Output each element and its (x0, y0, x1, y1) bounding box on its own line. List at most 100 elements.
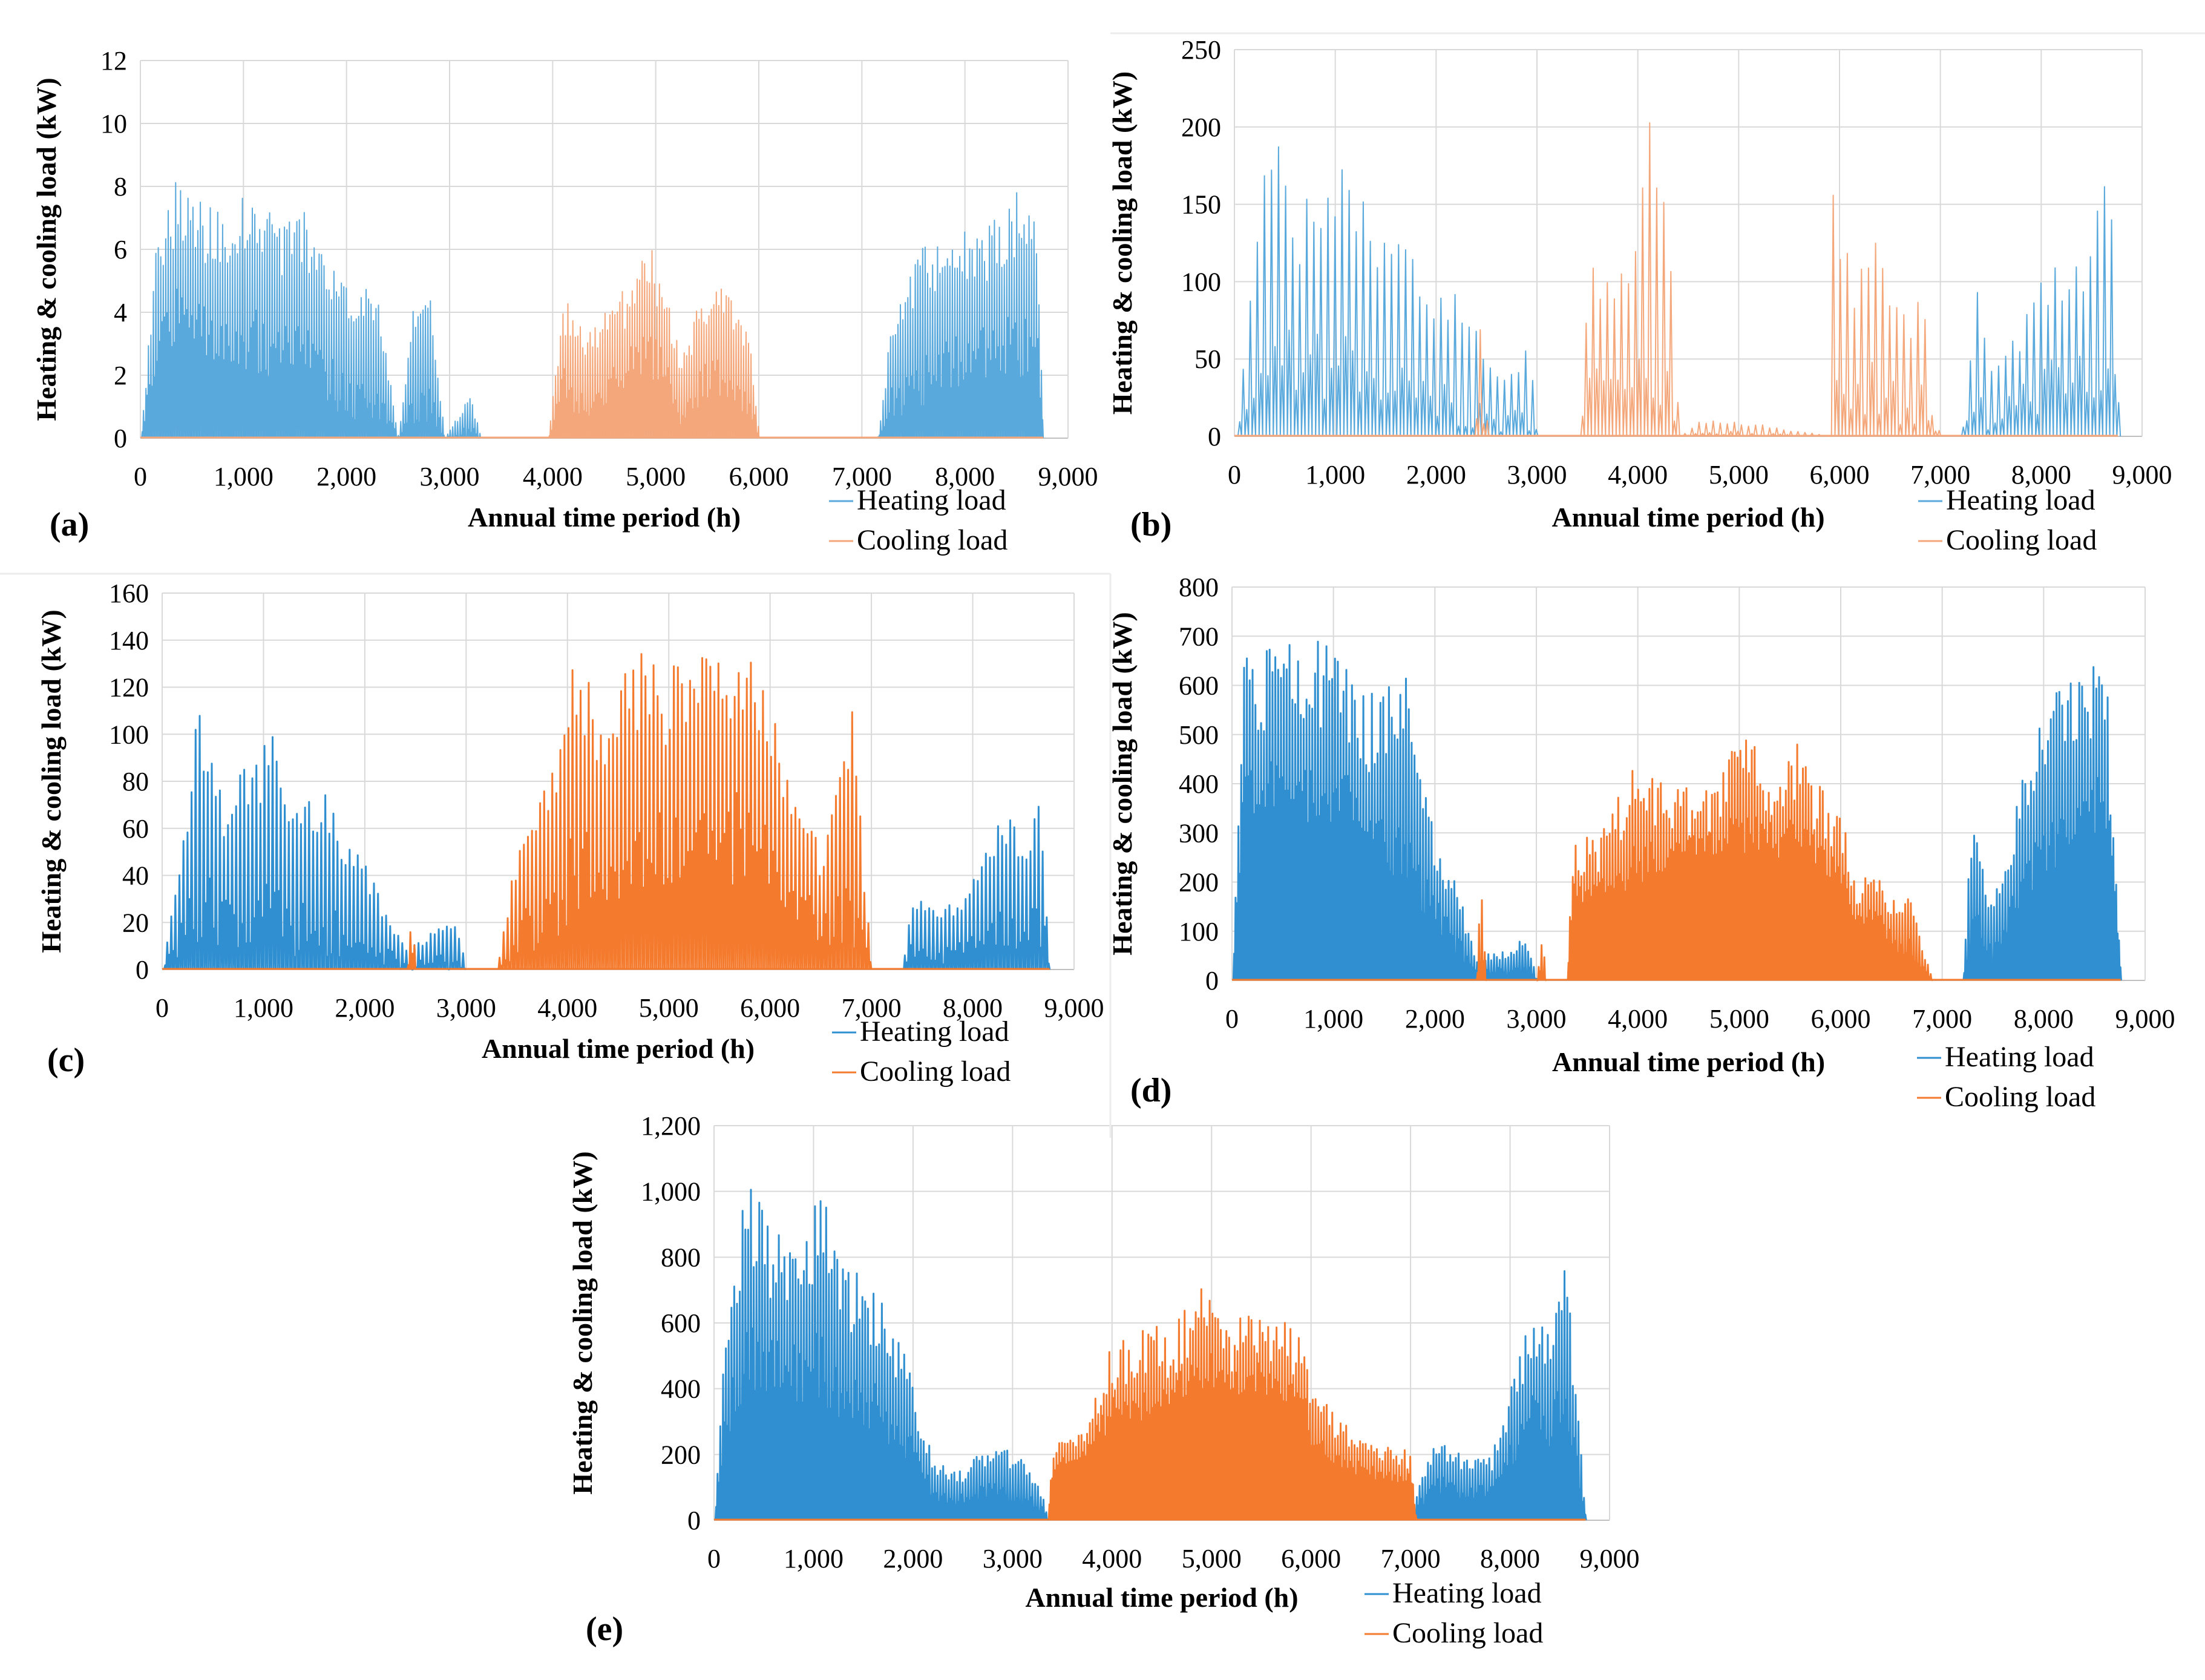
x-tick-label: 8,000 (2014, 1004, 2074, 1034)
chart-panel-e: 0 200 400 600 800 1,000 1,200 0 1,000 2,000 3,000 4… (567, 1111, 1640, 1649)
y-tick-label: 0 (687, 1506, 701, 1535)
x-tick-label: 1,000 (1305, 460, 1365, 490)
y-axis-title: Heating & cooling load (kW) (567, 1151, 598, 1494)
series-cooling-load (162, 653, 1050, 970)
x-tick-label: 5,000 (1182, 1544, 1242, 1573)
x-tick-label: 1,000 (1303, 1004, 1363, 1034)
y-tick-label: 150 (1181, 190, 1221, 220)
x-tick-label: 9,000 (1580, 1544, 1640, 1573)
panel-label: (a) (50, 506, 89, 543)
chart-panel-c: 0 20 40 60 80 100 120 140 160 0 1,000 2,000 3,000 4,0… (36, 579, 1104, 1088)
x-tick-label: 2,000 (316, 462, 376, 491)
y-tick-label: 2 (114, 361, 127, 390)
y-tick-label: 400 (1179, 769, 1219, 799)
x-tick-label: 0 (156, 993, 169, 1023)
y-tick-label: 0 (136, 955, 149, 985)
series-spikes (1476, 740, 1934, 982)
legend-label: Heating load (857, 484, 1006, 516)
y-tick-label: 800 (1179, 573, 1219, 602)
x-tick-label: 5,000 (626, 462, 686, 491)
x-tick-label: 2,000 (335, 993, 395, 1023)
y-tick-label: 40 (122, 861, 149, 891)
x-tick-label: 8,000 (943, 993, 1003, 1023)
series-spikes (1047, 1288, 1418, 1521)
series-cooling-load (140, 250, 1044, 439)
y-tick-label: 0 (1205, 966, 1219, 996)
y-tick-label: 140 (109, 626, 149, 655)
series-spikes (1474, 122, 1942, 437)
y-tick-label: 120 (109, 673, 149, 703)
legend-label: Heating load (1945, 1041, 2094, 1073)
x-tick-label: 3,000 (436, 993, 496, 1023)
series-cooling-load (1232, 740, 2121, 982)
x-axis-title: Annual time period (h) (482, 1033, 755, 1064)
x-tick-label: 9,000 (2112, 460, 2172, 490)
x-tick-label: 0 (707, 1544, 721, 1573)
x-tick-label: 9,000 (1038, 462, 1098, 491)
y-axis-title: Heating & cooling load (kW) (31, 77, 62, 421)
y-tick-label: 600 (661, 1308, 701, 1338)
x-tick-label: 8,000 (2011, 460, 2071, 490)
x-tick-label: 1,000 (214, 462, 274, 491)
legend-label: Heating load (860, 1016, 1009, 1048)
legend-label: Cooling load (860, 1055, 1011, 1088)
chart-panel-d: 0 100 200 300 400 500 600 700 800 0 1,000 2,000 3,00… (1107, 573, 2175, 1113)
y-tick-label: 160 (109, 579, 149, 608)
y-axis-title: Heating & cooling load (kW) (1107, 71, 1138, 415)
series-heating-load (1234, 146, 2121, 437)
y-tick-label: 500 (1179, 720, 1219, 750)
x-tick-label: 4,000 (537, 993, 597, 1023)
y-tick-label: 0 (1208, 422, 1221, 451)
x-tick-label: 6,000 (740, 993, 800, 1023)
y-tick-label: 20 (122, 908, 149, 937)
x-tick-label: 7,000 (1912, 1004, 1972, 1034)
y-tick-label: 4 (114, 298, 127, 327)
y-tick-label: 200 (1179, 868, 1219, 897)
y-tick-label: 400 (661, 1374, 701, 1404)
chart-panel-b: 0 50 100 150 200 250 0 1,000 2,000 3,000 4,000 5,00… (1107, 35, 2172, 556)
x-tick-label: 2,000 (883, 1544, 943, 1573)
x-axis-title: Annual time period (h) (1552, 1046, 1825, 1077)
x-tick-label: 3,000 (1507, 460, 1567, 490)
series-spikes (1232, 640, 2122, 981)
x-tick-label: 3,000 (983, 1544, 1043, 1573)
legend-label: Cooling load (1946, 524, 2097, 556)
y-tick-label: 1,200 (641, 1111, 701, 1141)
x-tick-label: 8,000 (935, 462, 995, 491)
x-tick-label: 3,000 (1507, 1004, 1567, 1034)
x-tick-label: 9,000 (2115, 1004, 2175, 1034)
y-tick-label: 250 (1181, 35, 1221, 65)
y-tick-label: 60 (122, 814, 149, 844)
series-spikes (406, 653, 873, 970)
y-tick-label: 200 (661, 1440, 701, 1469)
panel-label: (e) (586, 1610, 623, 1648)
y-tick-label: 600 (1179, 671, 1219, 701)
x-tick-label: 2,000 (1405, 1004, 1465, 1034)
y-tick-label: 80 (122, 767, 149, 796)
series-cooling-load (1234, 122, 2118, 437)
x-tick-label: 1,000 (234, 993, 293, 1023)
x-tick-label: 6,000 (729, 462, 789, 491)
y-tick-label: 0 (114, 424, 127, 453)
panel-label: (b) (1130, 506, 1171, 543)
x-tick-label: 3,000 (420, 462, 480, 491)
x-tick-label: 5,000 (639, 993, 699, 1023)
panel-label: (d) (1130, 1072, 1171, 1109)
series-spikes (1237, 146, 2121, 437)
x-tick-label: 5,000 (1709, 1004, 1769, 1034)
series-spikes (548, 250, 760, 439)
y-tick-label: 100 (109, 720, 149, 749)
x-tick-label: 1,000 (784, 1544, 844, 1573)
x-tick-label: 0 (134, 462, 147, 491)
x-tick-label: 6,000 (1810, 460, 1870, 490)
x-tick-label: 5,000 (1709, 460, 1769, 490)
y-tick-label: 6 (114, 235, 127, 264)
x-axis-title: Annual time period (h) (468, 502, 741, 533)
y-axis-title: Heating & cooling load (kW) (1107, 612, 1138, 955)
y-axis-title: Heating & cooling load (kW) (36, 609, 67, 953)
series-spikes (714, 1189, 1587, 1521)
x-tick-label: 7,000 (832, 462, 892, 491)
x-tick-label: 8,000 (1480, 1544, 1540, 1573)
legend-label: Cooling load (1392, 1617, 1543, 1649)
